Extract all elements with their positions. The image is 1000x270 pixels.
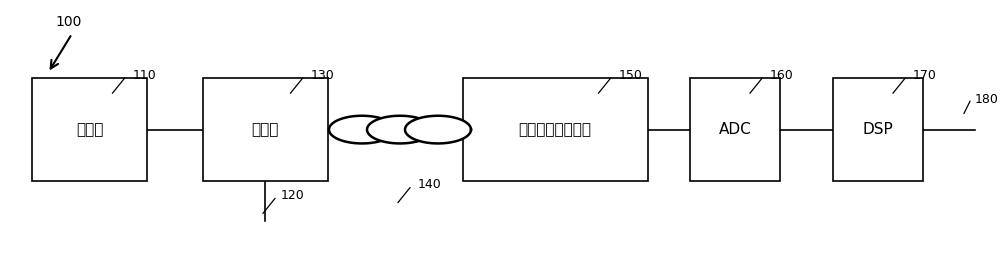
Text: 100: 100 — [55, 15, 81, 29]
Text: ADC: ADC — [719, 122, 751, 137]
Text: 激光器: 激光器 — [76, 122, 104, 137]
Text: 180: 180 — [975, 93, 999, 106]
Text: 130: 130 — [310, 69, 334, 82]
Text: DSP: DSP — [863, 122, 893, 137]
Bar — [462, 78, 648, 181]
Bar — [32, 78, 147, 181]
Polygon shape — [405, 116, 471, 143]
Text: 150: 150 — [618, 69, 642, 82]
Bar — [690, 78, 780, 181]
Polygon shape — [367, 116, 433, 143]
Text: 140: 140 — [418, 178, 442, 191]
Text: 160: 160 — [770, 69, 794, 82]
Bar — [833, 78, 923, 181]
Text: 光参数检测接收器: 光参数检测接收器 — [518, 122, 592, 137]
Text: 170: 170 — [913, 69, 937, 82]
Text: 110: 110 — [132, 69, 156, 82]
Bar — [202, 78, 328, 181]
Polygon shape — [329, 116, 395, 143]
Text: 120: 120 — [281, 189, 305, 202]
Text: 发射器: 发射器 — [251, 122, 279, 137]
